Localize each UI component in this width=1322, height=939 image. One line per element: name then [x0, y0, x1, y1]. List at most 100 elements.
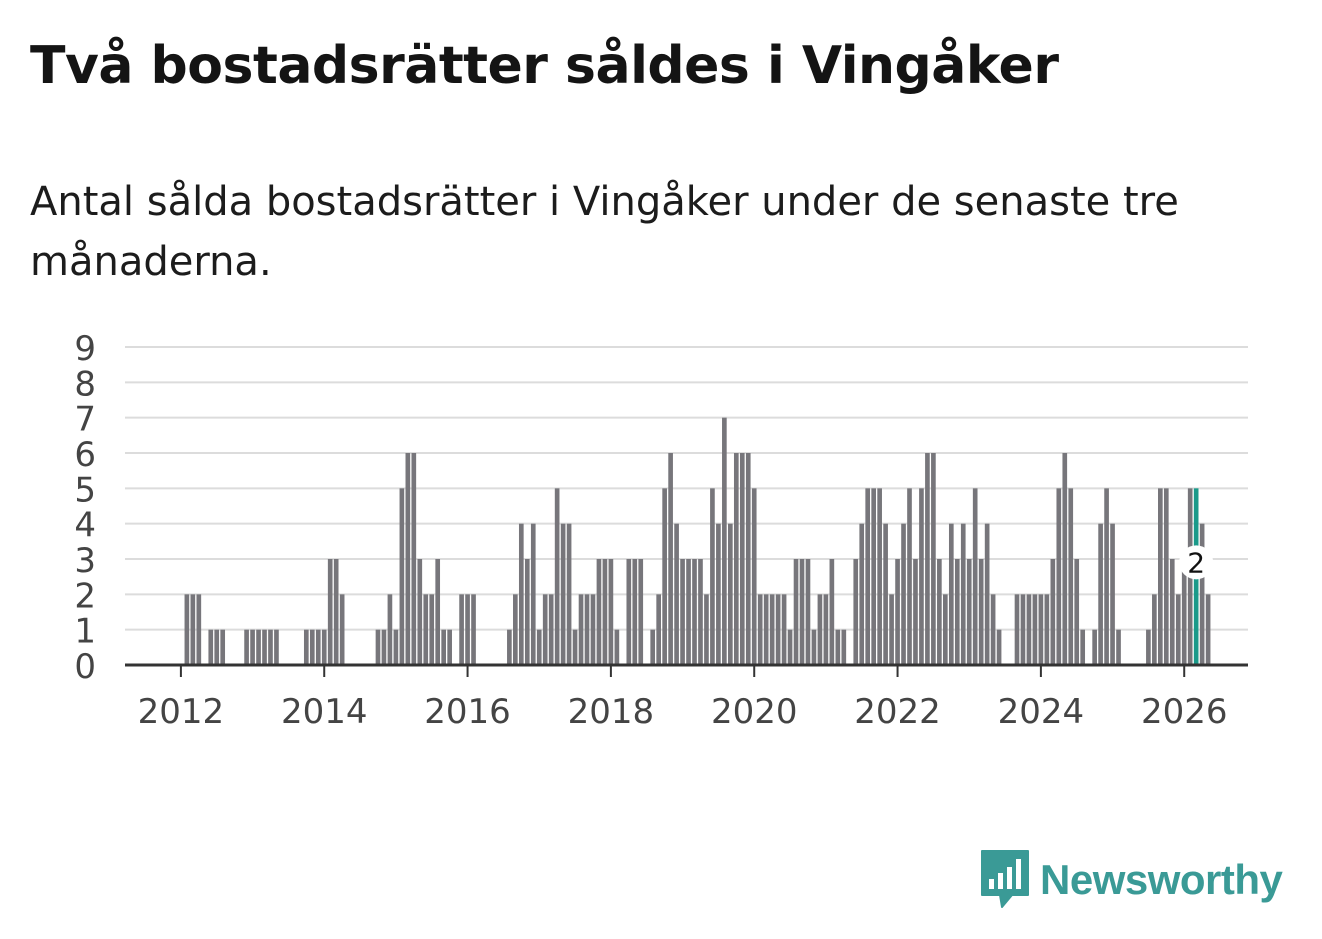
bar [208, 629, 214, 665]
bar [315, 629, 321, 665]
bar [459, 594, 464, 665]
bar [596, 559, 602, 665]
y-tick-label: 8 [74, 364, 96, 404]
bar [560, 523, 566, 665]
bar [536, 629, 542, 665]
bar [411, 453, 417, 665]
bar [901, 523, 906, 665]
bar [1014, 594, 1020, 665]
bar [268, 629, 273, 665]
bar [811, 629, 817, 665]
bar [972, 488, 978, 665]
bar [787, 629, 793, 665]
bar [1044, 594, 1050, 665]
bar [919, 488, 924, 665]
bar [943, 594, 948, 665]
bar [513, 594, 518, 665]
bar [262, 629, 267, 665]
x-tick-label: 2012 [138, 692, 225, 732]
bar [841, 629, 847, 665]
bar [990, 594, 996, 665]
bar [507, 629, 512, 665]
bar [883, 523, 888, 665]
bar [907, 488, 912, 665]
x-tick-label: 2026 [1141, 692, 1228, 732]
bar [960, 523, 966, 665]
bar [1163, 488, 1169, 665]
bar [220, 629, 226, 665]
newsworthy-logo: Newsworthy [980, 848, 1283, 912]
bar [835, 629, 841, 665]
bar [877, 488, 882, 665]
bar [686, 559, 691, 665]
bar [465, 594, 470, 665]
bar [1068, 488, 1074, 665]
bar [889, 594, 894, 665]
bar [978, 559, 984, 665]
bar [530, 523, 536, 665]
bar [853, 559, 859, 665]
bar [429, 594, 435, 665]
bar [799, 559, 805, 665]
bar [739, 453, 745, 665]
bar [895, 559, 900, 665]
bar [184, 594, 190, 665]
bar [662, 488, 667, 665]
chart-title: Två bostadsrätter såldes i Vingåker [30, 36, 1059, 96]
bar [865, 488, 871, 665]
bar [578, 594, 584, 665]
bar [1152, 594, 1157, 665]
bar [745, 453, 751, 665]
bar [1116, 629, 1121, 665]
bar [925, 453, 930, 665]
bar [1026, 594, 1032, 665]
bar [1104, 488, 1109, 665]
highlight-data-label: 2 [1187, 546, 1205, 579]
y-tick-label: 4 [74, 506, 96, 546]
chart-subtitle: Antal sålda bostadsrätter i Vingåker und… [30, 179, 1179, 285]
bar [602, 559, 608, 665]
bar [1181, 559, 1187, 665]
x-tick-label: 2014 [281, 692, 368, 732]
bar [375, 629, 381, 665]
bar [447, 629, 452, 665]
bar [1032, 594, 1038, 665]
bar [650, 629, 656, 665]
bar [256, 629, 261, 665]
bar [680, 559, 685, 665]
bar [793, 559, 799, 665]
bar [728, 523, 733, 665]
bar [656, 594, 661, 665]
bar [1205, 594, 1211, 665]
bar [614, 629, 620, 665]
bar [996, 629, 1002, 665]
bar [274, 629, 279, 665]
newsworthy-logo-text: Newsworthy [1040, 856, 1283, 903]
bar [937, 559, 942, 665]
bar [309, 629, 315, 665]
bar [931, 453, 936, 665]
y-tick-label: 2 [74, 576, 96, 616]
bar [303, 629, 309, 665]
bar [913, 559, 918, 665]
bar [626, 559, 632, 665]
bar [805, 559, 811, 665]
bar [244, 629, 249, 665]
bar [763, 594, 769, 665]
bar [698, 559, 703, 665]
x-tick-label: 2022 [854, 692, 941, 732]
bar [327, 559, 333, 665]
bar [638, 559, 644, 665]
x-tick-label: 2024 [998, 692, 1085, 732]
y-tick-label: 3 [74, 541, 96, 581]
y-tick-label: 6 [74, 435, 96, 475]
bar [704, 594, 709, 665]
bar [1199, 523, 1205, 665]
bar [524, 559, 530, 665]
bar [405, 453, 411, 665]
bar [423, 594, 429, 665]
bar [250, 629, 255, 665]
bar [393, 629, 399, 665]
bar [1158, 488, 1163, 665]
bar [1146, 629, 1151, 665]
